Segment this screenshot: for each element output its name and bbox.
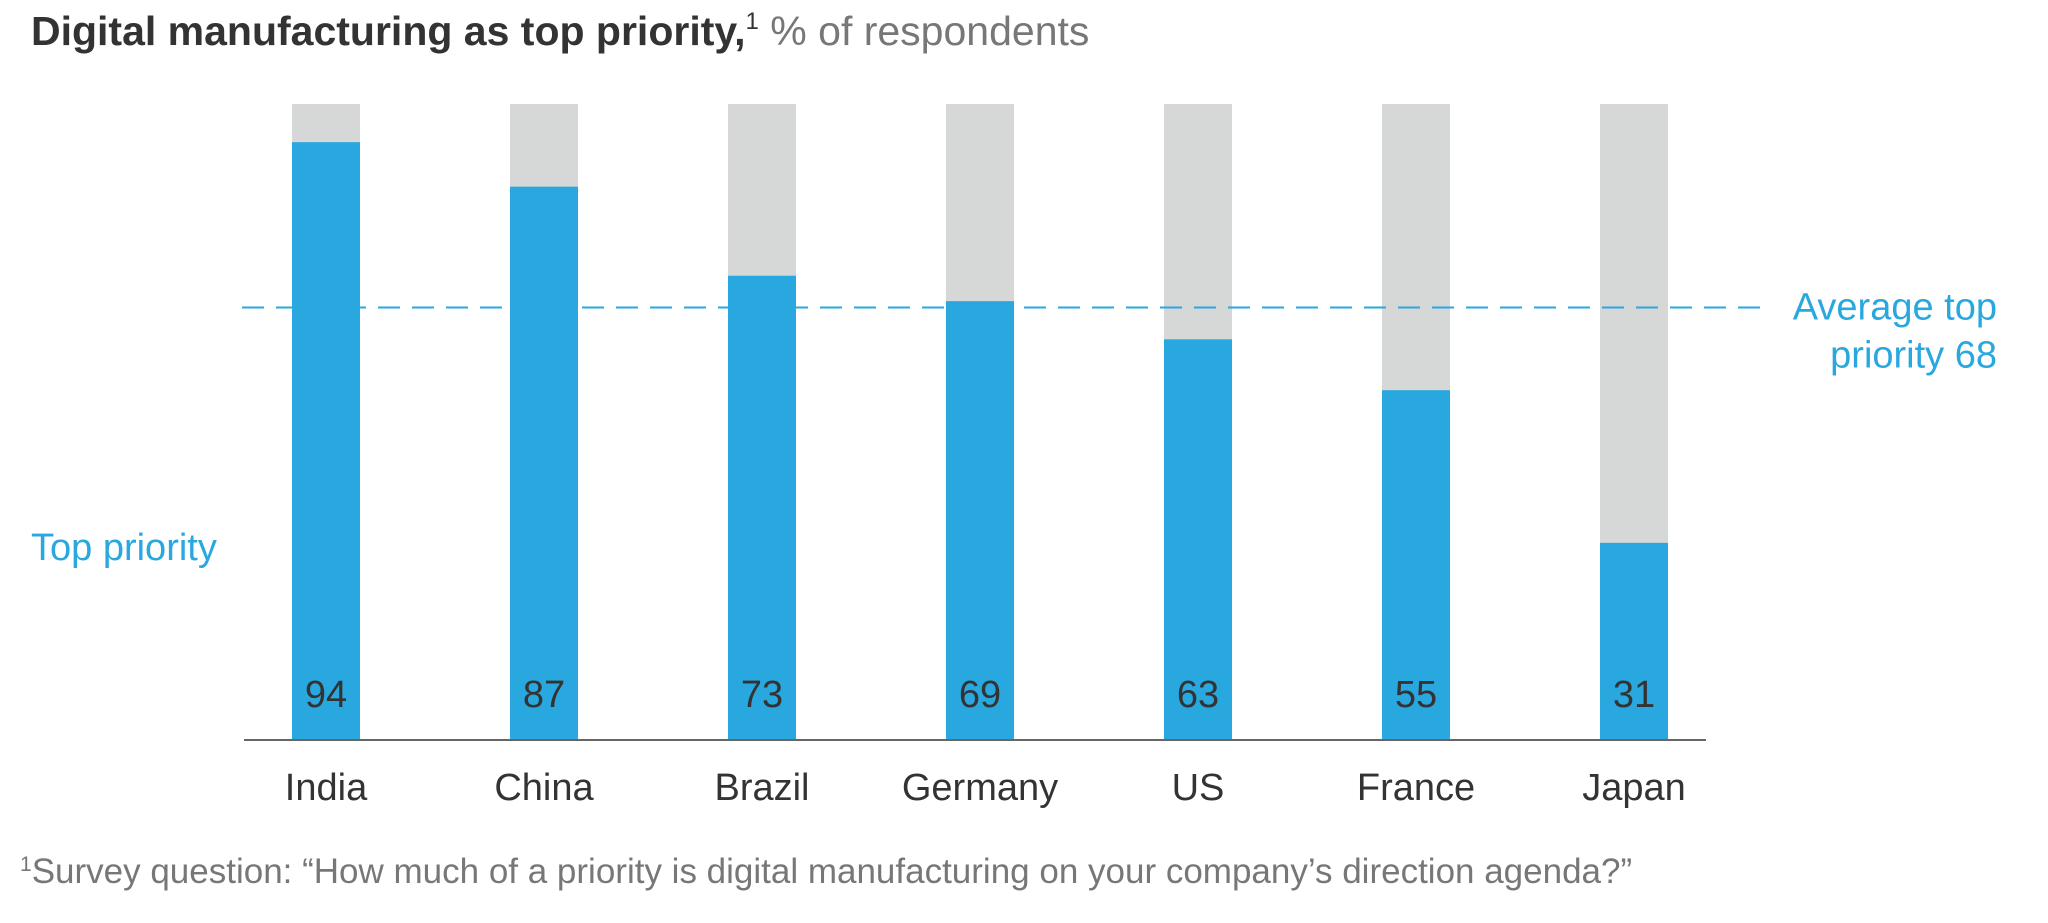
data-label-india: 94: [305, 674, 347, 716]
category-label-japan: Japan: [1582, 767, 1686, 809]
title-main: Digital manufacturing as top priority,: [31, 8, 746, 54]
bar-top-priority-france: [1382, 390, 1450, 740]
bar-top-priority-germany: [946, 301, 1014, 740]
category-label-france: France: [1357, 767, 1475, 809]
category-label-germany: Germany: [902, 767, 1058, 809]
title-subtitle: % of respondents: [770, 8, 1090, 54]
footnote-marker: 1: [20, 853, 32, 876]
category-label-india: India: [285, 767, 368, 809]
footnote-text: Survey question: “How much of a priority…: [31, 852, 1633, 891]
bar-top-priority-china: [510, 186, 578, 740]
category-label-brazil: Brazil: [714, 767, 809, 809]
bar-top-priority-brazil: [728, 275, 796, 740]
category-label-us: US: [1172, 767, 1225, 809]
data-label-france: 55: [1395, 674, 1437, 716]
bar-top-priority-japan: [1600, 542, 1668, 740]
series-label-top-priority: Top priority: [31, 527, 217, 569]
data-label-germany: 69: [959, 674, 1001, 716]
category-label-china: China: [494, 767, 594, 809]
average-label-line2: priority 68: [1830, 335, 1997, 377]
data-label-us: 63: [1177, 674, 1219, 716]
chart-title: Digital manufacturing as top priority,1 …: [31, 8, 1089, 55]
bar-top-priority-india: [292, 142, 360, 740]
data-label-japan: 31: [1613, 674, 1655, 716]
title-footnote-marker: 1: [745, 8, 759, 35]
data-label-brazil: 73: [741, 674, 783, 716]
footnote: 1Survey question: “How much of a priorit…: [20, 852, 1632, 892]
bar-top-priority-us: [1164, 339, 1232, 740]
data-label-china: 87: [523, 674, 565, 716]
average-label-line1: Average top: [1793, 287, 1997, 329]
